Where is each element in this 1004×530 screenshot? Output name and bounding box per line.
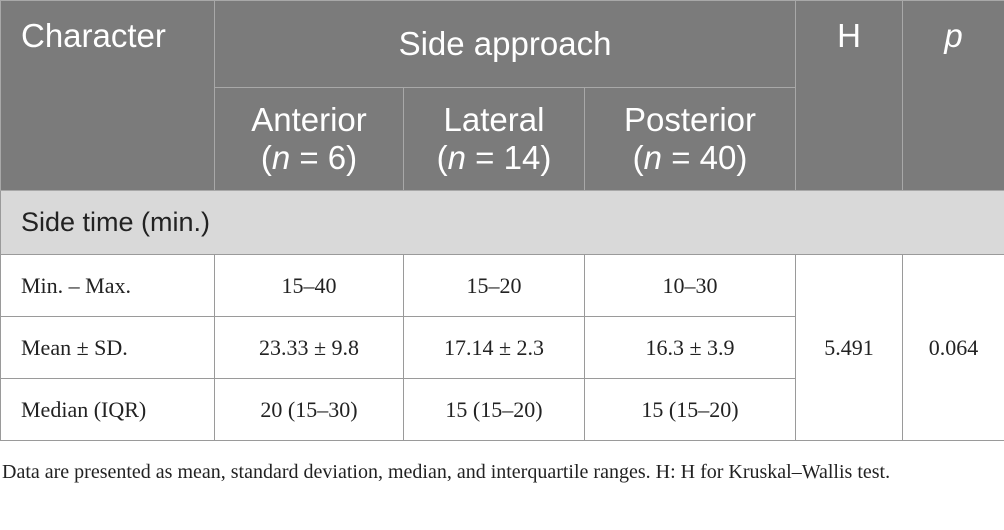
data-cell: 23.33 ± 9.8 bbox=[214, 316, 404, 379]
data-cell: 15 (15–20) bbox=[583, 378, 797, 441]
data-row: Median (IQR) 20 (15–30) 15 (15–20) 15 (15–2… bbox=[0, 378, 1004, 441]
column-name: Lateral bbox=[443, 101, 545, 139]
header-cell: Lateral (n = 14) bbox=[403, 87, 585, 191]
data-row: Min. – Max. 15–40 15–20 10–30 5.491 0.064 bbox=[0, 254, 1004, 441]
count-text: ( bbox=[632, 139, 644, 176]
p-cell: 0.064 bbox=[902, 254, 1004, 441]
table-note: Data are presented as mean, standard dev… bbox=[2, 461, 891, 483]
header-cell: Side approach bbox=[213, 0, 797, 88]
data-cell: Min. – Max. bbox=[0, 254, 215, 317]
count-symbol: n bbox=[447, 139, 467, 176]
column-name: Anterior bbox=[251, 101, 367, 139]
data-cell: 10–30 bbox=[583, 254, 797, 317]
data-cell: 15–20 bbox=[403, 254, 585, 317]
header-cell: H bbox=[795, 0, 904, 191]
header-cell: p bbox=[902, 0, 1004, 191]
count-text: ( bbox=[260, 139, 272, 176]
data-cell: 16.3 ± 3.9 bbox=[583, 316, 797, 379]
data-cell: 17.14 ± 2.3 bbox=[403, 316, 585, 379]
data-cell: 15 (15–20) bbox=[403, 378, 585, 441]
count-text: ( bbox=[436, 139, 448, 176]
header-row: Character Side approach H p bbox=[0, 0, 1004, 191]
data-cell: 15–40 bbox=[214, 254, 404, 317]
header-row: Anterior (n = 6) Lateral (n = 14) Posterior(… bbox=[1, 87, 1004, 191]
header-cell: Anterior (n = 6) bbox=[214, 87, 404, 191]
count-symbol: n bbox=[271, 139, 291, 176]
h-cell: 5.491 bbox=[795, 254, 904, 441]
data-cell: 20 (15–30) bbox=[214, 378, 404, 441]
count-symbol: n bbox=[643, 139, 663, 176]
column-name: Posterior bbox=[623, 101, 757, 139]
data-cell: Median (IQR) bbox=[0, 378, 215, 441]
header-cell: Posterior (n = 40) bbox=[583, 87, 797, 191]
count-text: = 14) bbox=[466, 139, 552, 176]
header-cell: Character bbox=[0, 0, 215, 191]
count-text: = 6) bbox=[290, 139, 358, 176]
section-row: Side time (min.) bbox=[0, 190, 1004, 255]
count-text: = 40) bbox=[662, 139, 748, 176]
header-text: p bbox=[944, 17, 963, 54]
data-table: Character Side approach H p Anterior (n =… bbox=[0, 0, 1004, 441]
data-cell: Mean ± SD. bbox=[0, 316, 215, 379]
section-cell: Side time (min.) bbox=[0, 190, 1004, 255]
